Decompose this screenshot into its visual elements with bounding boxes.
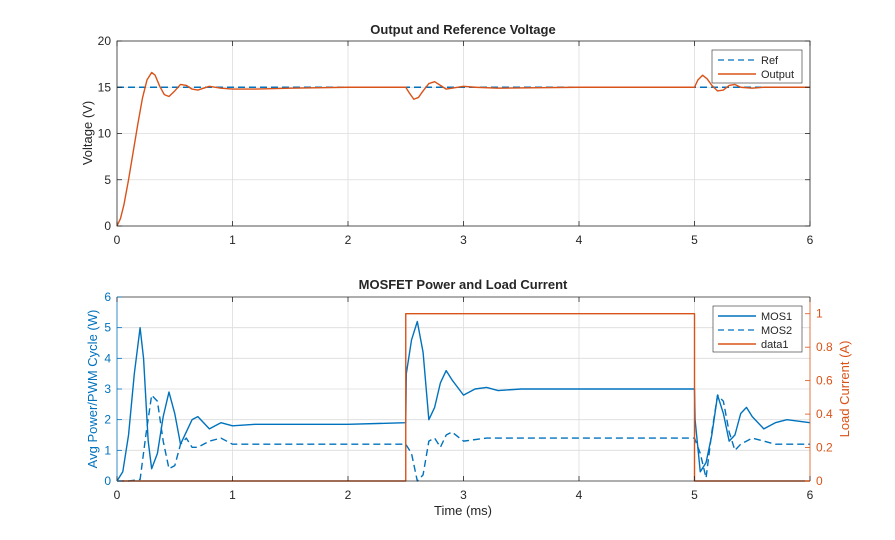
- voltage-xtick-label-6: 6: [807, 233, 814, 247]
- power-y-axis-label: Avg Power/PWM Cycle (W): [85, 310, 100, 469]
- mosfet-xtick-label-1: 1: [229, 488, 236, 502]
- voltage-ytick-label-4: 20: [98, 34, 112, 48]
- voltage-plot: Output and Reference Voltage Voltage (V)…: [80, 22, 814, 247]
- mosfet-plot-title: MOSFET Power and Load Current: [359, 277, 568, 292]
- legend-label-output: Output: [761, 69, 794, 81]
- voltage-ytick-label-1: 5: [104, 173, 111, 187]
- mosfet-series-mos1: [116, 320, 811, 482]
- voltage-plot-title: Output and Reference Voltage: [370, 22, 555, 37]
- current-y-ticks: 0 0.2 0.4 0.6 0.8 1: [805, 307, 833, 488]
- legend-label-ref: Ref: [761, 55, 779, 67]
- legend-label-mos1: MOS1: [761, 311, 792, 323]
- current-ytick-label-5: 1: [816, 307, 823, 321]
- voltage-ytick-label-0: 0: [104, 219, 111, 233]
- voltage-series-output: [116, 71, 810, 227]
- mosfet-series-mos2: [117, 394, 810, 482]
- current-ytick-label-2: 0.4: [816, 407, 833, 421]
- mosfet-xtick-label-0: 0: [114, 488, 121, 502]
- mosfet-ytick-label-0: 0: [104, 474, 111, 488]
- mosfet-xtick-label-6: 6: [807, 488, 814, 502]
- current-y-axis-label: Load Current (A): [837, 341, 852, 438]
- time-x-axis-label: Time (ms): [434, 503, 492, 518]
- voltage-xtick-label-4: 4: [576, 233, 583, 247]
- mosfet-plot: MOSFET Power and Load Current Avg Power/…: [85, 277, 852, 518]
- voltage-xtick-label-0: 0: [114, 233, 121, 247]
- current-ytick-label-1: 0.2: [816, 441, 833, 455]
- mosfet-ytick-label-3: 3: [104, 382, 111, 396]
- mosfet-legend: MOS1 MOS2 data1: [712, 305, 803, 353]
- voltage-series: [116, 71, 810, 227]
- voltage-legend: Ref Output: [711, 49, 803, 84]
- current-ytick-label-0: 0: [816, 474, 823, 488]
- legend-label-mos2: MOS2: [761, 325, 792, 337]
- mosfet-xtick-label-5: 5: [691, 488, 698, 502]
- mosfet-ytick-label-6: 6: [104, 290, 111, 304]
- mosfet-xtick-label-3: 3: [460, 488, 467, 502]
- mosfet-ytick-label-2: 2: [104, 413, 111, 427]
- mosfet-ytick-label-5: 5: [104, 321, 111, 335]
- voltage-xtick-label-3: 3: [460, 233, 467, 247]
- mosfet-grid: [117, 297, 810, 481]
- voltage-xtick-label-1: 1: [229, 233, 236, 247]
- voltage-ytick-label-3: 15: [98, 80, 112, 94]
- mosfet-xtick-label-4: 4: [576, 488, 583, 502]
- legend-label-data1: data1: [761, 339, 789, 351]
- mosfet-x-ticks: 0 1 2 3 4 5 6: [114, 297, 814, 502]
- mosfet-ytick-label-4: 4: [104, 351, 111, 365]
- voltage-y-ticks: 0 5 10 15 20: [98, 34, 810, 233]
- voltage-xtick-label-5: 5: [691, 233, 698, 247]
- voltage-legend-box: [711, 49, 803, 84]
- current-ytick-label-3: 0.6: [816, 374, 833, 388]
- voltage-xtick-label-2: 2: [345, 233, 352, 247]
- voltage-x-ticks: 0 1 2 3 4 5 6: [114, 41, 814, 247]
- mosfet-ytick-label-1: 1: [104, 443, 111, 457]
- voltage-y-axis-label: Voltage (V): [80, 101, 95, 165]
- power-y-ticks: 0 1 2 3 4 5 6: [104, 290, 122, 488]
- voltage-grid: [117, 41, 810, 226]
- voltage-ytick-label-2: 10: [98, 127, 112, 141]
- mosfet-xtick-label-2: 2: [345, 488, 352, 502]
- current-ytick-label-4: 0.8: [816, 340, 833, 354]
